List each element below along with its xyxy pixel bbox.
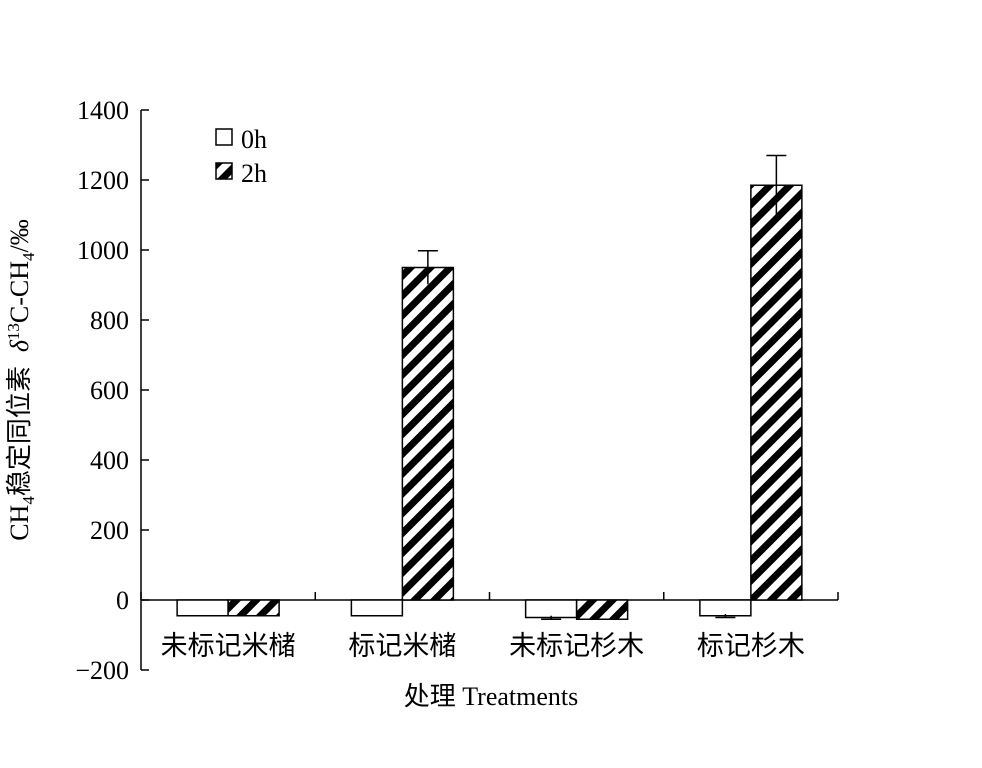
legend-label-2h: 2h	[241, 159, 267, 188]
x-axis-title: 处理 Treatments	[404, 682, 579, 711]
legend-swatch-0h	[215, 128, 233, 146]
y-axis-title: CH4稳定同位素δ13C-CH4/‰	[4, 219, 38, 541]
y-tick-label-1200: 1200	[77, 166, 129, 195]
bar-0h-0	[176, 599, 229, 617]
bar-2h-2	[575, 599, 629, 620]
y-tick-label-400: 400	[90, 446, 129, 475]
error-bars	[417, 154, 787, 620]
y-tick-label-600: 600	[90, 376, 129, 405]
bar-0h-3	[699, 599, 752, 617]
bar-2h-3	[750, 184, 803, 601]
category-labels: 未标记米槠 标记米槠 未标记杉木 标记杉木	[161, 631, 805, 661]
legend-label-0h: 0h	[241, 125, 267, 154]
y-tick-label-1400: 1400	[77, 96, 129, 125]
bar-2h-0	[227, 599, 280, 617]
y-axis: −200 0 200 400 600 800 1000 1200 1400	[75, 96, 149, 685]
category-label-3: 标记杉木	[697, 631, 805, 661]
x-axis	[140, 592, 839, 601]
bar-0h-2	[524, 599, 578, 619]
y-tick-label--200: −200	[75, 656, 129, 685]
y-tick-label-800: 800	[90, 306, 129, 335]
category-label-0: 未标记米槠	[161, 631, 296, 661]
y-tick-label-200: 200	[90, 516, 129, 545]
bar-0h-1	[350, 599, 404, 617]
bar-2h-1	[401, 266, 455, 601]
y-tick-label-0: 0	[116, 586, 129, 615]
category-label-1: 标记米槠	[348, 631, 456, 661]
legend-swatch-2h	[215, 162, 233, 180]
legend: 0h 2h	[215, 125, 267, 188]
y-tick-label-1000: 1000	[77, 236, 129, 265]
bars	[176, 184, 803, 620]
category-label-2: 未标记杉木	[509, 631, 644, 661]
